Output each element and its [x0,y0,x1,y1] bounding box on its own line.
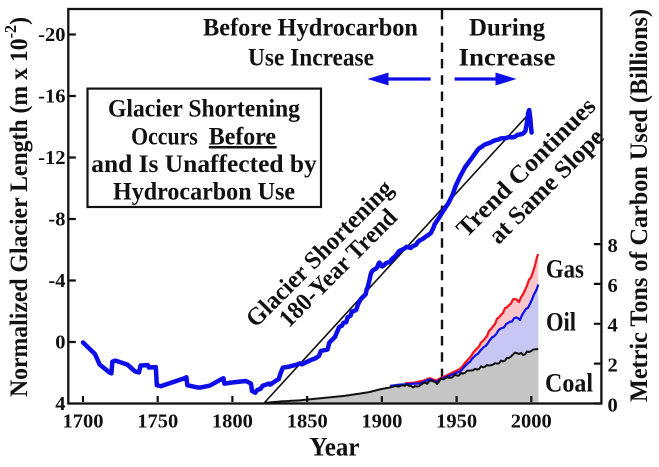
svg-text:Hydrocarbon Use: Hydrocarbon Use [113,179,295,206]
svg-text:Coal: Coal [545,369,593,398]
svg-text:0: 0 [608,394,618,416]
svg-text:and Is Unaffected by: and Is Unaffected by [91,151,317,178]
svg-text:1700: 1700 [63,411,104,433]
svg-text:Gas: Gas [546,254,584,283]
svg-text:Occurs: Occurs [131,123,198,150]
svg-text:-20: -20 [38,24,65,46]
svg-text:8: 8 [608,235,618,257]
svg-text:Oil: Oil [546,308,576,337]
svg-text:4: 4 [608,315,618,337]
svg-text:0: 0 [55,332,65,354]
svg-text:4: 4 [55,393,65,415]
svg-text:Increase: Increase [459,45,556,72]
svg-text:-4: -4 [48,270,65,292]
svg-text:During: During [469,15,545,42]
svg-text:-12: -12 [38,147,65,169]
svg-text:Normalized Glacier Length (m x: Normalized Glacier Length (m x 10-2) [1,17,33,397]
svg-text:Before: Before [209,123,276,150]
svg-text:-8: -8 [48,209,65,231]
svg-text:1800: 1800 [212,411,253,433]
svg-text:1750: 1750 [137,411,178,433]
svg-text:Use Increase: Use Increase [248,45,374,72]
svg-text:Metric Tons of Carbon Used (Bi: Metric Tons of Carbon Used (Billions) [626,9,653,402]
svg-text:1850: 1850 [287,411,328,433]
svg-text:1950: 1950 [436,411,477,433]
svg-text:2000: 2000 [511,411,552,433]
svg-text:-16: -16 [38,86,65,108]
svg-text:2: 2 [608,355,618,377]
svg-text:6: 6 [608,275,618,297]
svg-text:1900: 1900 [361,411,402,433]
svg-text:Before Hydrocarbon: Before Hydrocarbon [203,15,418,42]
svg-text:Glacier Shortening: Glacier Shortening [108,95,300,122]
svg-text:Year: Year [310,431,360,461]
